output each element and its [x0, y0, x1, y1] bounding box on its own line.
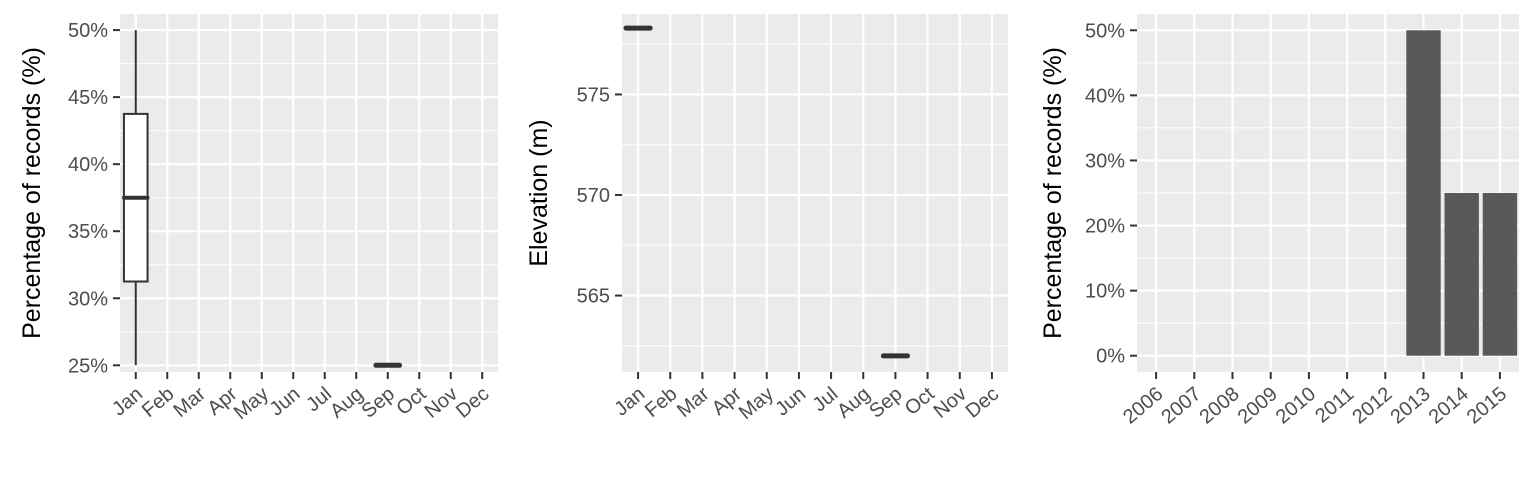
x-tick-label: Jun: [771, 383, 810, 421]
y-axis-title: Percentage of records (%): [1039, 47, 1067, 339]
x-tick-label: Jun: [266, 383, 305, 421]
chart-panel-3: 0%10%20%30%40%50%20062007200820092010201…: [1039, 14, 1519, 428]
x-tick-label: 2015: [1463, 383, 1511, 428]
y-axis-title: Elevation (m): [525, 119, 553, 266]
y-tick-label: 20%: [1085, 216, 1125, 238]
y-tick-label: 40%: [68, 154, 108, 176]
x-tick-label: 2009: [1234, 383, 1282, 428]
y-tick-label: 30%: [1085, 150, 1125, 172]
y-tick-label: 45%: [68, 87, 108, 109]
x-tick-label: 2010: [1272, 383, 1320, 428]
x-tick-label: 2007: [1157, 383, 1205, 428]
x-tick-label: 2014: [1425, 383, 1473, 428]
bar: [1406, 30, 1441, 356]
panel-background: [622, 14, 1008, 372]
panel-background: [120, 14, 498, 372]
x-tick-label: 2011: [1311, 383, 1358, 428]
chart-panel-2: 565570575JanFebMarAprMayJunJulAugSepOctN…: [525, 14, 1008, 424]
bar: [1444, 193, 1479, 356]
y-tick-label: 575: [577, 84, 610, 106]
y-tick-label: 10%: [1085, 281, 1125, 303]
y-tick-label: 35%: [68, 221, 108, 243]
x-tick-label: Dec: [452, 383, 493, 423]
y-axis-title: Percentage of records (%): [18, 47, 46, 339]
y-tick-label: 570: [577, 185, 610, 207]
y-tick-label: 565: [577, 286, 610, 308]
x-tick-label: Dec: [962, 383, 1003, 423]
y-tick-label: 0%: [1096, 346, 1125, 368]
x-tick-label: 2013: [1386, 383, 1434, 428]
bar: [1482, 193, 1518, 356]
x-tick-label: 2006: [1119, 383, 1167, 428]
y-tick-label: 50%: [1085, 20, 1125, 42]
y-tick-label: 50%: [68, 20, 108, 42]
x-tick-label: Oct: [901, 383, 939, 420]
x-tick-label: 2008: [1195, 383, 1243, 428]
y-tick-label: 25%: [68, 355, 108, 377]
y-tick-label: 40%: [1085, 85, 1125, 107]
y-tick-label: 30%: [68, 288, 108, 310]
x-tick-label: 2012: [1348, 383, 1396, 428]
chart-panel-1: 25%30%35%40%45%50%JanFebMarAprMayJunJulA…: [18, 14, 498, 424]
